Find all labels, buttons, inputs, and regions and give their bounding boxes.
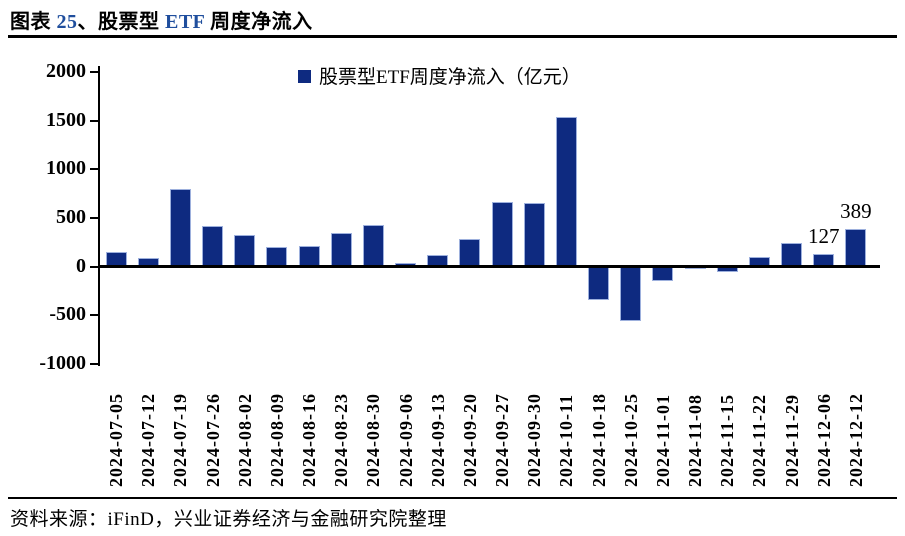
- bar-2024-09-30: [523, 202, 545, 267]
- title-part: 、股票型: [77, 11, 165, 33]
- bar-2024-08-09: [266, 247, 288, 267]
- y-axis-tick-label: -500: [49, 303, 86, 326]
- chart-legend: 股票型ETF周度净流入（亿元）: [298, 62, 581, 89]
- x-axis-label-2024-09-20: 2024-09-20: [459, 393, 480, 487]
- x-axis-label-2024-08-30: 2024-08-30: [363, 393, 384, 487]
- x-axis-label-2024-09-06: 2024-09-06: [395, 393, 416, 487]
- x-axis-label-2024-11-15: 2024-11-15: [717, 394, 738, 487]
- title-part: 图表: [10, 11, 57, 33]
- figure-title: 图表 25、股票型 ETF 周度净流入: [10, 5, 313, 34]
- x-axis-label-2024-11-08: 2024-11-08: [685, 394, 706, 487]
- y-axis-tick-label: 2000: [46, 60, 86, 82]
- bar-2024-09-27: [491, 202, 513, 267]
- y-axis-tick: [90, 168, 98, 171]
- x-axis-label-2024-12-12: 2024-12-12: [845, 393, 866, 487]
- x-axis-label-2024-10-11: 2024-10-11: [556, 394, 577, 487]
- x-axis-label-2024-07-19: 2024-07-19: [170, 393, 191, 487]
- bar-2024-07-19: [169, 188, 191, 267]
- x-axis-label-2024-09-13: 2024-09-13: [427, 393, 448, 487]
- title-part: 周度净流入: [204, 11, 313, 33]
- zero-axis-line: [100, 265, 880, 269]
- bar-2024-11-01: [652, 266, 674, 282]
- x-axis-label-2024-07-05: 2024-07-05: [106, 393, 126, 487]
- bar-2024-08-23: [330, 233, 352, 267]
- bar-2024-08-30: [362, 224, 384, 267]
- y-axis-tick-label: 1000: [46, 157, 86, 180]
- source-note: 资料来源：iFinD，兴业证券经济与金融研究院整理: [10, 509, 447, 530]
- footer-divider: [8, 497, 897, 499]
- y-axis-tick-label: -1000: [39, 352, 86, 374]
- y-axis-tick-label: 1500: [46, 108, 86, 131]
- bar-2024-08-02: [234, 234, 256, 267]
- y-axis-tick: [90, 363, 98, 365]
- legend-swatch-icon: [298, 70, 311, 83]
- x-axis-label-2024-08-02: 2024-08-02: [234, 393, 255, 487]
- x-axis-label-2024-10-25: 2024-10-25: [620, 393, 641, 487]
- y-axis-tick: [90, 217, 98, 219]
- legend-label: 股票型ETF周度净流入（亿元）: [319, 67, 581, 88]
- x-axis-label-2024-10-18: 2024-10-18: [588, 393, 609, 487]
- y-axis-line: [98, 66, 100, 366]
- x-axis-label-2024-11-01: 2024-11-01: [652, 394, 673, 487]
- bar-2024-07-26: [202, 225, 223, 267]
- y-axis-tick-label: 500: [56, 206, 86, 228]
- bar-2024-10-18: [588, 266, 610, 300]
- y-axis-tick-label: 0: [76, 254, 86, 277]
- bar-2024-08-16: [298, 245, 320, 267]
- x-axis-label-2024-12-06: 2024-12-06: [813, 393, 834, 487]
- y-axis-tick: [90, 71, 98, 73]
- x-axis-label-2024-09-27: 2024-09-27: [492, 393, 513, 487]
- data-label-2024-12-12: 389: [840, 198, 872, 223]
- title-etf-text: ETF: [165, 11, 205, 33]
- y-axis-tick: [90, 314, 98, 317]
- title-divider: [8, 35, 897, 38]
- x-axis-label-2024-08-09: 2024-08-09: [266, 393, 287, 487]
- title-figure-number: 25: [56, 11, 78, 33]
- x-axis-label-2024-08-16: 2024-08-16: [299, 393, 320, 487]
- x-axis-label-2024-11-22: 2024-11-22: [749, 394, 770, 487]
- data-label-2024-12-06: 127: [807, 224, 840, 249]
- bar-2024-10-25: [620, 266, 642, 322]
- x-axis-label-2024-08-23: 2024-08-23: [331, 393, 352, 487]
- x-axis-label-2024-09-30: 2024-09-30: [524, 393, 545, 487]
- x-axis-label-2024-07-12: 2024-07-12: [138, 393, 159, 487]
- x-axis-label-2024-11-29: 2024-11-29: [781, 394, 802, 487]
- y-axis-tick: [90, 119, 98, 122]
- bar-2024-09-20: [459, 239, 481, 267]
- y-axis-tick: [90, 265, 98, 268]
- x-axis-label-2024-07-26: 2024-07-26: [202, 393, 223, 487]
- bar-2024-10-11: [555, 116, 577, 267]
